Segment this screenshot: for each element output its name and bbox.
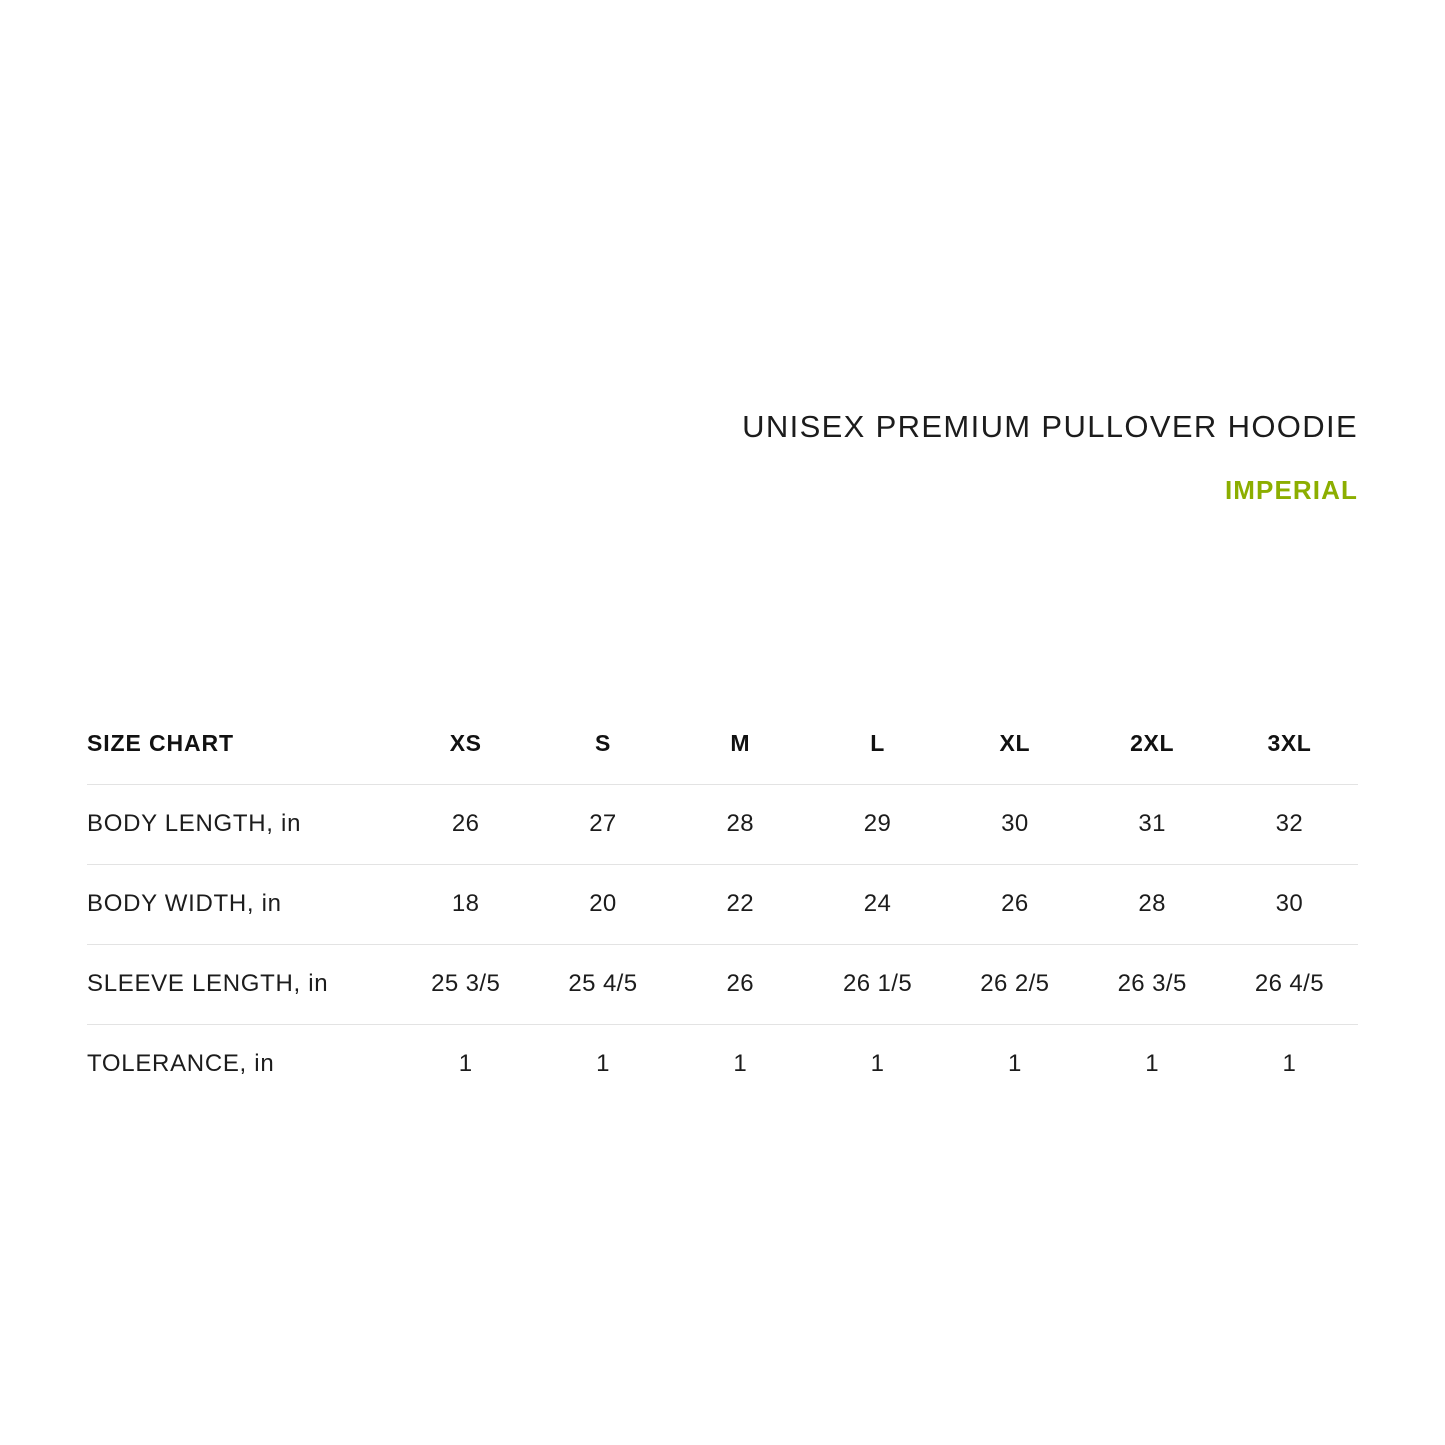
cell-body-width-3xl: 30 bbox=[1275, 890, 1304, 917]
row-label-sleeve-length: SLEEVE LENGTH, in bbox=[87, 970, 329, 997]
cell-body-width-l: 24 bbox=[863, 890, 892, 917]
cell-body-length-xl: 30 bbox=[1001, 810, 1029, 837]
size-chart-table: SIZE CHART XS S M L XL 2XL 3XL BODY LENG… bbox=[87, 704, 1359, 1104]
cell-tolerance-xl: 1 bbox=[1007, 1050, 1022, 1078]
unit-system-label: IMPERIAL bbox=[1224, 474, 1358, 505]
cell-sleeve-length-m: 26 bbox=[726, 970, 754, 997]
column-header-s: S bbox=[534, 704, 672, 785]
column-header-xs: XS bbox=[397, 704, 535, 785]
cell-body-length-m: 28 bbox=[726, 810, 754, 837]
table-title-cell: SIZE CHART bbox=[87, 704, 397, 785]
cell-sleeve-length-xs: 25 3/5 bbox=[431, 970, 501, 997]
cell-body-width-m: 22 bbox=[726, 890, 754, 917]
table-header-row: SIZE CHART XS S M L XL 2XL 3XL bbox=[87, 704, 1359, 785]
row-label-tolerance: TOLERANCE, in bbox=[87, 1050, 275, 1078]
cell-tolerance-2xl: 1 bbox=[1145, 1050, 1159, 1078]
cell-sleeve-length-xl: 26 2/5 bbox=[980, 970, 1050, 997]
cell-body-length-2xl: 31 bbox=[1138, 810, 1166, 837]
heading-block: UNISEX PREMIUM PULLOVER HOODIE IMPERIAL bbox=[87, 408, 1358, 506]
cell-tolerance-s: 1 bbox=[596, 1050, 610, 1078]
cell-tolerance-xs: 1 bbox=[458, 1050, 473, 1078]
row-label-body-width: BODY WIDTH, in bbox=[87, 890, 282, 917]
column-header-l: L bbox=[808, 704, 947, 785]
column-header-m: M bbox=[671, 704, 809, 785]
cell-body-length-3xl: 32 bbox=[1275, 810, 1304, 837]
cell-sleeve-length-3xl: 26 4/5 bbox=[1254, 970, 1324, 997]
cell-tolerance-l: 1 bbox=[870, 1050, 885, 1078]
cell-body-length-s: 27 bbox=[589, 810, 617, 837]
cell-body-width-xl: 26 bbox=[1001, 890, 1029, 917]
table-row: TOLERANCE, in 1 1 1 1 1 1 1 bbox=[87, 1024, 1358, 1104]
cell-body-length-l: 29 bbox=[863, 810, 892, 837]
cell-body-width-s: 20 bbox=[589, 890, 617, 917]
column-header-xl: XL bbox=[946, 704, 1084, 785]
cell-tolerance-3xl: 1 bbox=[1282, 1050, 1297, 1078]
size-chart-sheet: UNISEX PREMIUM PULLOVER HOODIE IMPERIAL … bbox=[87, 0, 1359, 1445]
row-label-body-length: BODY LENGTH, in bbox=[87, 810, 302, 837]
table-row: BODY WIDTH, in 18 20 22 24 26 28 30 bbox=[87, 864, 1359, 944]
column-header-3xl: 3XL bbox=[1220, 704, 1359, 785]
cell-sleeve-length-l: 26 1/5 bbox=[842, 970, 913, 997]
column-header-2xl: 2XL bbox=[1083, 704, 1221, 785]
table-row: SLEEVE LENGTH, in 25 3/5 25 4/5 26 26 1/… bbox=[87, 944, 1359, 1024]
cell-body-width-xs: 18 bbox=[451, 890, 480, 917]
page-title: UNISEX PREMIUM PULLOVER HOODIE bbox=[742, 409, 1358, 444]
cell-tolerance-m: 1 bbox=[733, 1050, 748, 1078]
cell-body-length-xs: 26 bbox=[451, 810, 480, 837]
cell-body-width-2xl: 28 bbox=[1138, 890, 1166, 917]
cell-sleeve-length-s: 25 4/5 bbox=[568, 970, 638, 997]
table-row: BODY LENGTH, in 26 27 28 29 30 31 32 bbox=[87, 784, 1359, 864]
cell-sleeve-length-2xl: 26 3/5 bbox=[1117, 970, 1187, 997]
